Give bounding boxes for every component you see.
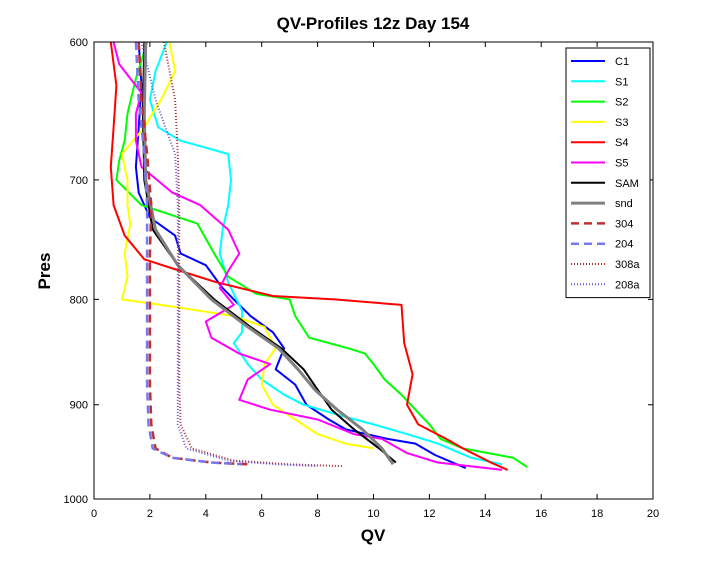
legend-label-308a: 308a	[615, 259, 640, 271]
x-tick-label: 0	[91, 508, 97, 520]
legend-label-208a: 208a	[615, 279, 640, 291]
legend-label-S1: S1	[615, 76, 628, 88]
y-tick-label: 900	[70, 400, 88, 412]
axes-background	[94, 42, 653, 499]
y-tick-label: 800	[70, 294, 88, 306]
x-tick-label: 6	[259, 508, 265, 520]
legend-label-S5: S5	[615, 158, 628, 170]
legend-label-204: 204	[615, 239, 633, 251]
y-tick-label: 700	[70, 175, 88, 187]
axis-ticks: 0 2 4 6 8 10 12 14 16 18 20 600 700 800 900 1000	[64, 37, 660, 520]
chart-title: QV-Profiles 12z Day 154	[277, 14, 470, 33]
legend-label-SAM: SAM	[615, 178, 639, 190]
legend: C1 S1 S2 S3 S4 S5 SAM snd 304 204 308a 208a	[565, 47, 651, 299]
legend-box	[565, 47, 651, 299]
axes-frame	[93, 41, 654, 500]
x-tick-label: 4	[203, 508, 209, 520]
x-tick-label: 20	[647, 508, 659, 520]
x-tick-label: 2	[147, 508, 153, 520]
legend-label-S4: S4	[615, 137, 628, 149]
x-axis-label: QV	[361, 526, 386, 545]
legend-label-snd: snd	[615, 198, 633, 210]
series-line-208a	[140, 41, 318, 468]
series-line-S1	[148, 41, 503, 466]
legend-label-S3: S3	[615, 117, 628, 129]
x-tick-label: 8	[315, 508, 321, 520]
legend-label-S2: S2	[615, 97, 628, 109]
y-tick-label: 1000	[64, 494, 88, 506]
x-tick-label: 16	[535, 508, 547, 520]
series-line-204	[134, 41, 243, 466]
y-axis-label: Pres	[35, 253, 54, 290]
series-line-S4	[109, 41, 509, 471]
y-tick-label: 600	[70, 37, 88, 49]
series-line-304	[137, 41, 248, 466]
series-lines	[109, 41, 528, 471]
x-tick-label: 10	[367, 508, 379, 520]
series-line-S5	[112, 41, 503, 471]
series-line-S2	[115, 41, 528, 468]
x-tick-label: 18	[591, 508, 603, 520]
legend-label-304: 304	[615, 218, 633, 230]
x-tick-label: 12	[423, 508, 435, 520]
x-tick-label: 14	[479, 508, 491, 520]
legend-label-C1: C1	[615, 56, 629, 68]
